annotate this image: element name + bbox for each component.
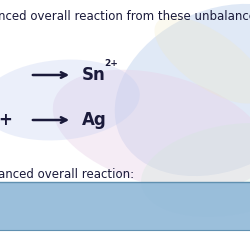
Text: nced overall reaction from these unbalance: nced overall reaction from these unbalan… [0,10,250,23]
Text: anced overall reaction:: anced overall reaction: [0,168,134,181]
Ellipse shape [0,60,140,140]
Text: +: + [0,111,12,129]
Text: Sn: Sn [82,66,106,84]
Ellipse shape [141,123,250,217]
Ellipse shape [154,16,250,104]
Ellipse shape [53,70,250,190]
Ellipse shape [115,4,250,176]
Text: Ag: Ag [82,111,107,129]
Bar [0,182,250,230]
Text: 2+: 2+ [104,59,118,68]
